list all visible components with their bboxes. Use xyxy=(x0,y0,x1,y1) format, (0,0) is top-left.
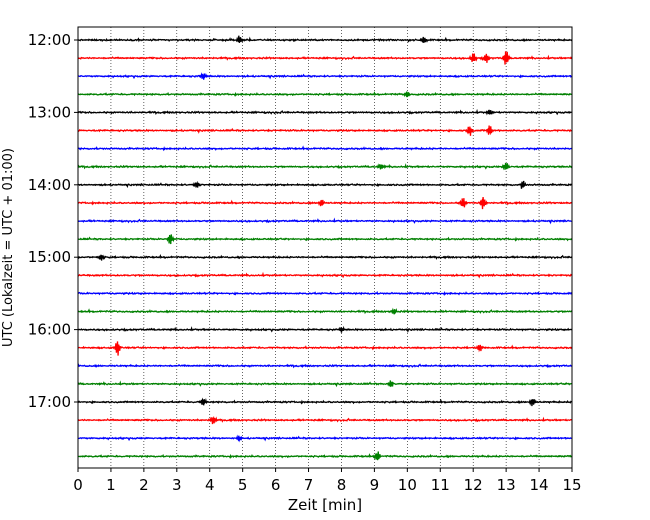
x-axis-ticks: 0 1 2 3 4 5 6 7 8 9 10 11 12 13 14 15 xyxy=(73,468,582,494)
x-tick-label: 12 xyxy=(464,476,483,494)
x-tick-label: 1 xyxy=(106,476,116,494)
trace-1645 xyxy=(77,380,573,388)
x-tick-label: 6 xyxy=(271,476,281,494)
trace-1630 xyxy=(77,363,573,369)
trace-1230 xyxy=(77,72,573,80)
x-tick-label: 13 xyxy=(497,476,516,494)
trace-1415 xyxy=(77,196,573,210)
trace-1545 xyxy=(77,307,573,315)
trace-1445 xyxy=(77,234,573,245)
trace-1730 xyxy=(77,434,573,443)
y-tick-label: 16:00 xyxy=(28,321,71,339)
x-tick-label: 10 xyxy=(398,476,417,494)
trace-1600 xyxy=(77,325,573,333)
y-tick-label: 17:00 xyxy=(28,393,71,411)
trace-1515 xyxy=(77,271,573,279)
trace-1430 xyxy=(77,217,573,225)
trace-1315 xyxy=(77,125,573,136)
x-tick-label: 3 xyxy=(172,476,182,494)
y-tick-label: 12:00 xyxy=(28,31,71,49)
x-tick-label: 11 xyxy=(431,476,450,494)
trace-1400 xyxy=(77,180,573,189)
trace-1215 xyxy=(77,51,573,65)
trace-1530 xyxy=(77,290,573,297)
trace-1500 xyxy=(77,253,573,261)
x-tick-label: 8 xyxy=(337,476,347,494)
trace-1715 xyxy=(77,415,573,425)
x-axis-label: Zeit [min] xyxy=(288,496,362,514)
x-tick-label: 15 xyxy=(562,476,581,494)
x-tick-label: 7 xyxy=(304,476,314,494)
x-tick-label: 0 xyxy=(73,476,83,494)
trace-1700 xyxy=(77,397,573,407)
y-axis-ticks: 12:00 13:00 14:00 15:00 16:00 17:00 xyxy=(28,31,78,411)
x-tick-label: 5 xyxy=(238,476,248,494)
trace-1615 xyxy=(77,341,573,356)
y-tick-label: 14:00 xyxy=(28,176,71,194)
x-tick-label: 14 xyxy=(530,476,549,494)
y-tick-label: 15:00 xyxy=(28,248,71,266)
x-tick-label: 9 xyxy=(370,476,380,494)
trace-series xyxy=(77,35,573,461)
trace-1345 xyxy=(77,162,573,171)
y-axis-label: UTC (Lokalzeit = UTC + 01:00) xyxy=(1,148,16,347)
plot-frame xyxy=(77,26,573,469)
trace-1245 xyxy=(77,91,573,98)
x-tick-label: 4 xyxy=(205,476,215,494)
y-tick-label: 13:00 xyxy=(28,103,71,121)
trace-1200 xyxy=(77,35,573,44)
trace-1330 xyxy=(77,145,573,152)
x-tick-label: 2 xyxy=(139,476,149,494)
trace-1745 xyxy=(77,451,573,461)
trace-1300 xyxy=(77,108,573,116)
